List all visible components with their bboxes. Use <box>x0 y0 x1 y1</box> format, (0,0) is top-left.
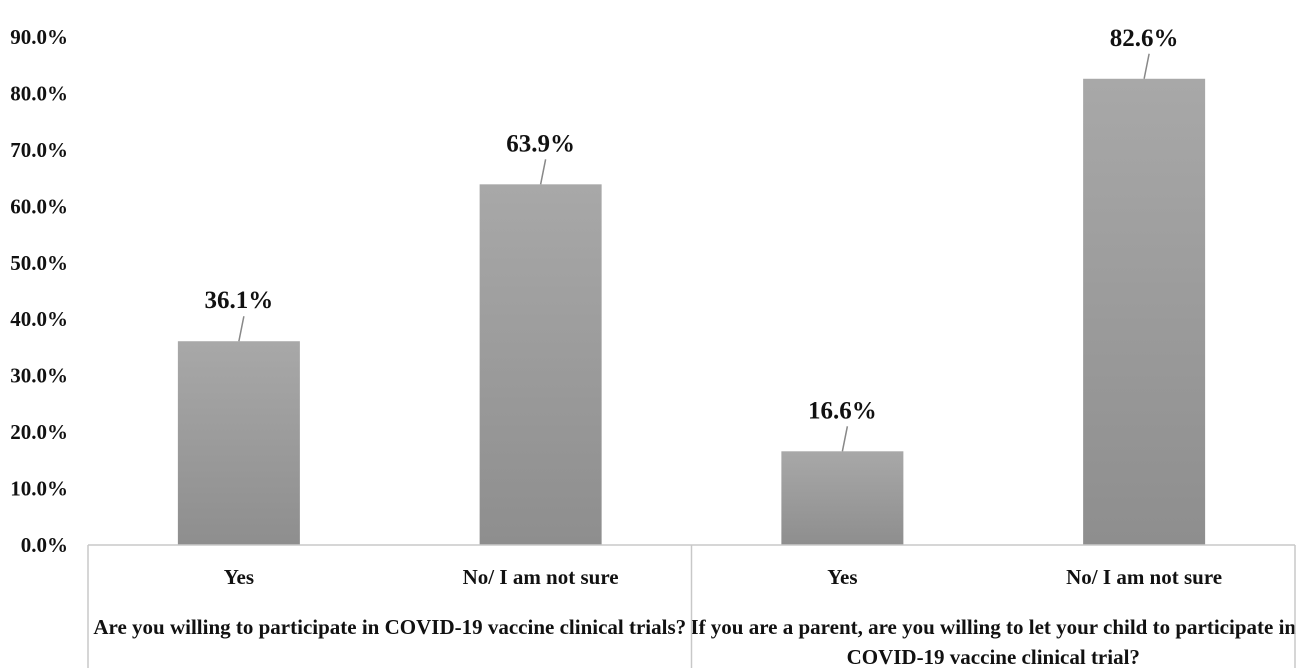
bar <box>781 451 904 545</box>
y-tick-label: 70.0% <box>10 138 68 162</box>
x-category-label: Yes <box>827 565 857 589</box>
data-label-leader <box>238 316 245 342</box>
y-tick-label: 30.0% <box>10 364 68 388</box>
y-tick-label: 20.0% <box>10 420 68 444</box>
x-category-label: Yes <box>224 565 254 589</box>
data-label: 82.6% <box>1110 25 1179 52</box>
x-category-label: No/ I am not sure <box>463 565 619 589</box>
y-axis: 0.0% 10.0% 20.0% 30.0% 40.0% 50.0% 60.0% 70.0% 8… <box>10 25 68 557</box>
bar <box>479 184 602 545</box>
y-tick-label: 0.0% <box>21 533 68 557</box>
x-group-label: If you are a parent, are you willing to … <box>690 615 1296 639</box>
bar <box>1083 78 1206 545</box>
x-group-label: COVID-19 vaccine clinical trial? <box>847 645 1140 668</box>
y-tick-label: 90.0% <box>10 25 68 49</box>
x-category-label: No/ I am not sure <box>1066 565 1222 589</box>
data-label-leader <box>1143 53 1150 79</box>
y-tick-label: 60.0% <box>10 194 68 218</box>
bar <box>177 341 300 545</box>
y-tick-label: 40.0% <box>10 307 68 331</box>
y-tick-label: 80.0% <box>10 81 68 105</box>
data-label: 63.9% <box>506 130 575 157</box>
bars: 36.1% 63.9% 16.6% 82.6% <box>177 25 1206 545</box>
data-label-leader <box>539 159 547 185</box>
data-label: 16.6% <box>808 397 877 424</box>
data-label-leader <box>841 426 849 452</box>
data-label: 36.1% <box>205 287 274 314</box>
y-tick-label: 50.0% <box>10 251 68 275</box>
y-tick-label: 10.0% <box>10 477 68 501</box>
x-group-label: Are you willing to participate in COVID-… <box>93 615 686 639</box>
x-axis-table: Yes No/ I am not sure Are you willing to p… <box>87 544 1296 668</box>
